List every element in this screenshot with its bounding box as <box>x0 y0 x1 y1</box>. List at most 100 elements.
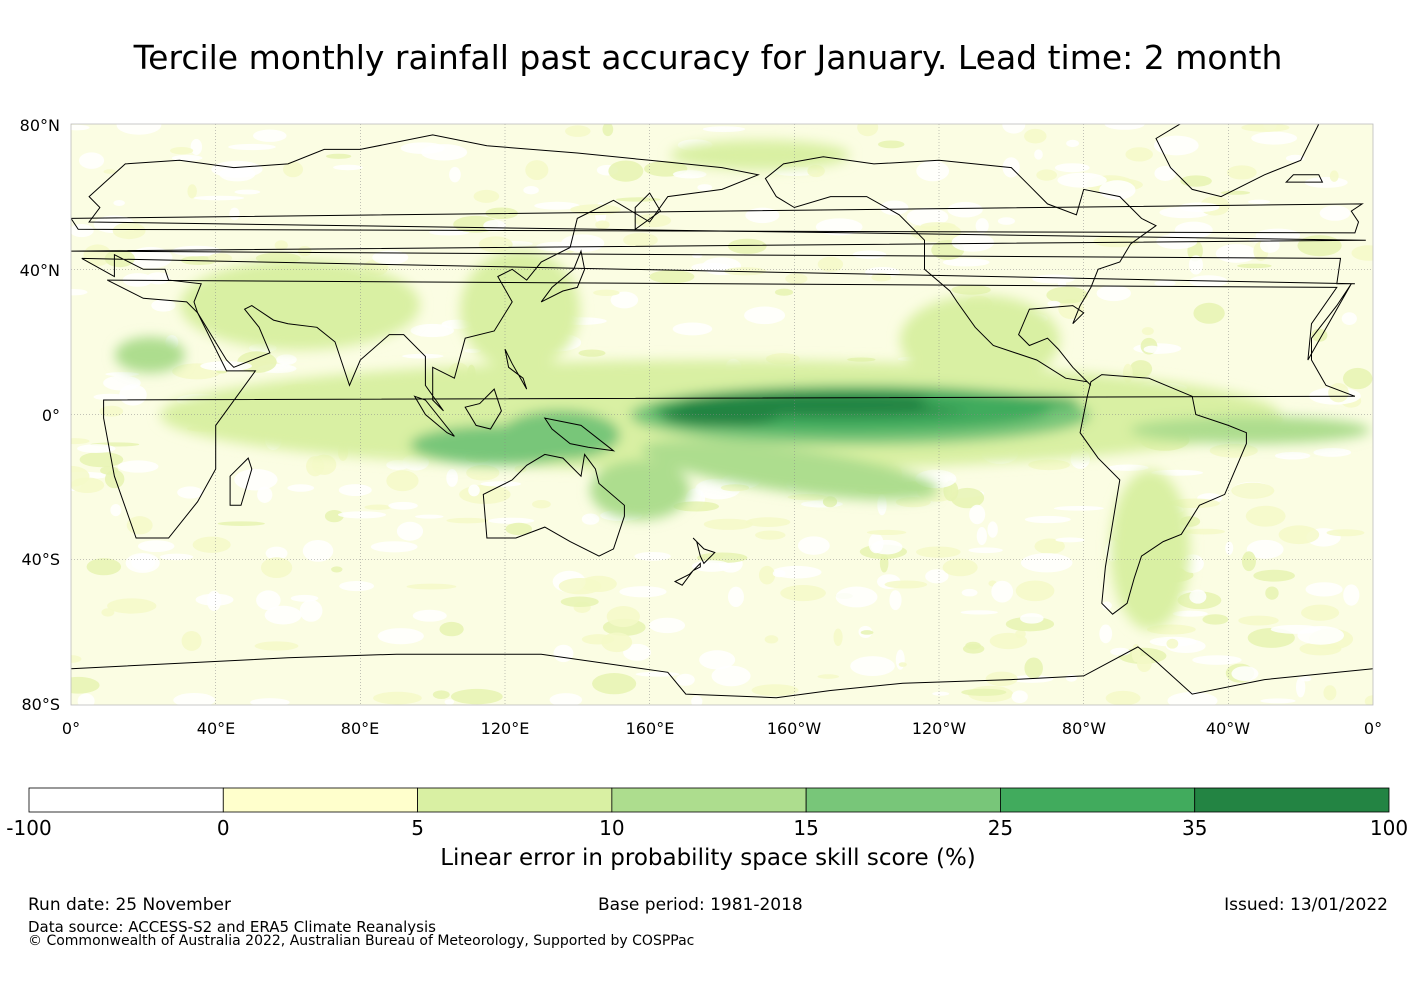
skill-blotch <box>755 530 786 540</box>
skill-blotch <box>758 565 776 585</box>
skill-blotch <box>373 691 422 705</box>
skill-blotch <box>1329 170 1339 182</box>
skill-blotch <box>1046 286 1088 304</box>
skill-blotch <box>71 676 100 694</box>
skill-blotch <box>290 594 319 602</box>
skill-blotch <box>1143 345 1161 353</box>
skill-blotch <box>478 236 513 253</box>
skill-blotch <box>950 487 985 509</box>
skill-blotch <box>1002 124 1026 134</box>
skill-blotch <box>364 504 392 510</box>
coastline-new-zealand-n <box>692 537 716 565</box>
skill-blotch <box>787 494 828 501</box>
skill-blotch <box>785 273 808 285</box>
skill-blotch <box>219 166 256 182</box>
skill-blotch <box>1024 657 1043 679</box>
skill-blotch <box>195 593 234 606</box>
copyright: © Commonwealth of Australia 2022, Austra… <box>28 933 695 949</box>
skill-blotch <box>128 246 173 269</box>
colorbar-swatch <box>222 787 418 813</box>
lon-label-0: 0° <box>61 719 81 738</box>
skill-blotch <box>916 160 950 182</box>
skill-blotch <box>104 249 135 268</box>
skill-blotch <box>473 189 500 203</box>
skill-blotch <box>93 393 127 401</box>
skill-blotch <box>727 586 744 608</box>
skill-blotch <box>126 516 153 535</box>
skill-blotch <box>947 201 983 218</box>
colorbar-swatch <box>611 787 807 813</box>
skill-blotch <box>672 322 713 336</box>
skill-blotch <box>487 517 535 524</box>
skill-blotch <box>254 641 299 651</box>
skill-blotch <box>410 323 455 338</box>
skill-blotch <box>595 220 610 230</box>
skill-blotch <box>672 170 707 179</box>
lat-label-80n: 80°N <box>19 116 60 135</box>
skill-blotch <box>1299 642 1342 656</box>
skill-blotch <box>276 354 297 365</box>
skill-blotch <box>1053 505 1104 511</box>
skill-blotch <box>110 503 122 517</box>
skill-blotch <box>480 481 522 487</box>
skill-blotch <box>1260 698 1296 704</box>
skill-blotch <box>889 590 902 611</box>
skill-blotch <box>852 250 887 259</box>
skill-blotch <box>833 628 843 647</box>
colorbar-swatch <box>28 787 224 813</box>
skill-blotch <box>969 504 986 525</box>
skill-blotch <box>1129 360 1153 378</box>
skill-blotch <box>1209 443 1258 458</box>
skill-blotch <box>1202 614 1229 625</box>
coastline-kamchatka <box>634 192 662 231</box>
skill-blotch <box>711 665 751 687</box>
skill-blotch <box>415 514 444 519</box>
skill-blotch <box>951 284 991 295</box>
coastline-uk <box>71 203 1364 234</box>
skill-blotch <box>193 195 245 201</box>
skill-blotch <box>228 143 276 151</box>
skill-blotch <box>283 161 304 178</box>
skill-blotch <box>1107 464 1149 471</box>
skill-blotch <box>200 361 252 371</box>
skill-blotch <box>71 477 105 493</box>
skill-blotch <box>581 513 600 525</box>
skill-blotch <box>107 598 157 614</box>
lon-label-160e: 160°E <box>625 719 675 738</box>
data-source: Data source: ACCESS-S2 and ERA5 Climate … <box>28 918 436 936</box>
skill-blotch <box>181 630 202 651</box>
skill-blotch <box>925 569 949 584</box>
skill-blotch <box>608 160 644 182</box>
skill-blotch <box>1032 274 1075 284</box>
skill-blotch <box>1093 235 1140 248</box>
coastline-sumatra <box>413 395 455 437</box>
lat-label-40s: 40°S <box>21 550 60 569</box>
skill-blotch <box>1154 165 1176 181</box>
skill-blotch <box>593 289 620 296</box>
skill-blotch <box>1028 459 1070 471</box>
skill-blotch <box>1055 537 1085 543</box>
skill-blotch <box>370 541 418 553</box>
skill-blotch <box>177 486 203 499</box>
skill-blotch <box>1141 327 1154 336</box>
skill-blotch <box>137 540 175 553</box>
coastline-new-guinea <box>543 417 616 452</box>
colorbar-tick-label: 5 <box>411 816 424 840</box>
skill-blotch <box>1015 580 1055 602</box>
skill-blotch <box>77 444 116 454</box>
skill-blotch <box>1066 139 1079 148</box>
skill-blotch <box>987 521 998 538</box>
skill-blotch <box>727 238 767 254</box>
skill-blotch <box>1188 255 1203 275</box>
skill-blotch <box>173 693 216 705</box>
skill-blotch <box>386 470 419 492</box>
skill-blotch <box>265 546 288 561</box>
skill-blotch <box>1167 691 1218 705</box>
skill-blotch <box>565 125 591 137</box>
skill-blotch <box>797 536 830 555</box>
lon-label-360: 0° <box>1363 719 1383 738</box>
skill-blotch <box>446 469 458 487</box>
skill-blotch <box>71 655 82 663</box>
skill-blotch <box>1136 655 1152 673</box>
skill-blotch <box>866 529 907 536</box>
